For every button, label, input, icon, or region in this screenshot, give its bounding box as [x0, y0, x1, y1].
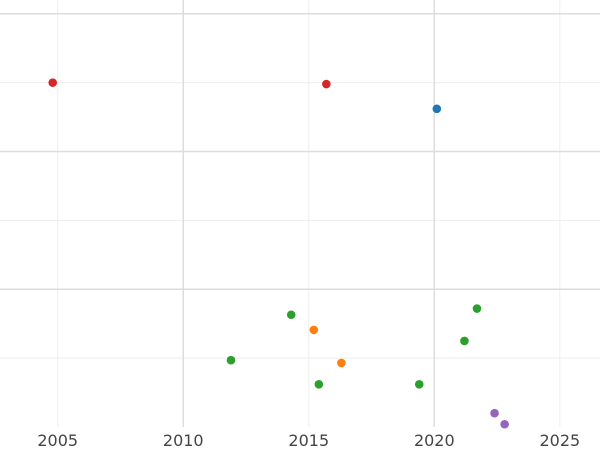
- data-point: [322, 79, 331, 89]
- data-point: [414, 380, 424, 389]
- grid-lines: [0, 0, 600, 427]
- x-tick-label: 2010: [163, 431, 204, 450]
- data-point: [286, 310, 296, 320]
- data-point: [490, 408, 499, 418]
- data-point: [226, 355, 236, 365]
- x-tick-label: 2020: [414, 431, 455, 450]
- data-points: [48, 78, 509, 429]
- data-point: [472, 304, 482, 313]
- data-point: [460, 336, 469, 346]
- data-point: [314, 380, 324, 389]
- data-point: [432, 104, 442, 114]
- data-point: [309, 325, 319, 335]
- data-point: [337, 358, 346, 368]
- x-tick-label: 2015: [288, 431, 329, 450]
- x-tick-label: 2025: [539, 431, 580, 450]
- data-point: [48, 78, 58, 87]
- x-axis-tick-labels: 2005 2010 2015 2020 2025: [37, 431, 580, 450]
- x-tick-label: 2005: [37, 431, 78, 450]
- data-point: [500, 419, 509, 429]
